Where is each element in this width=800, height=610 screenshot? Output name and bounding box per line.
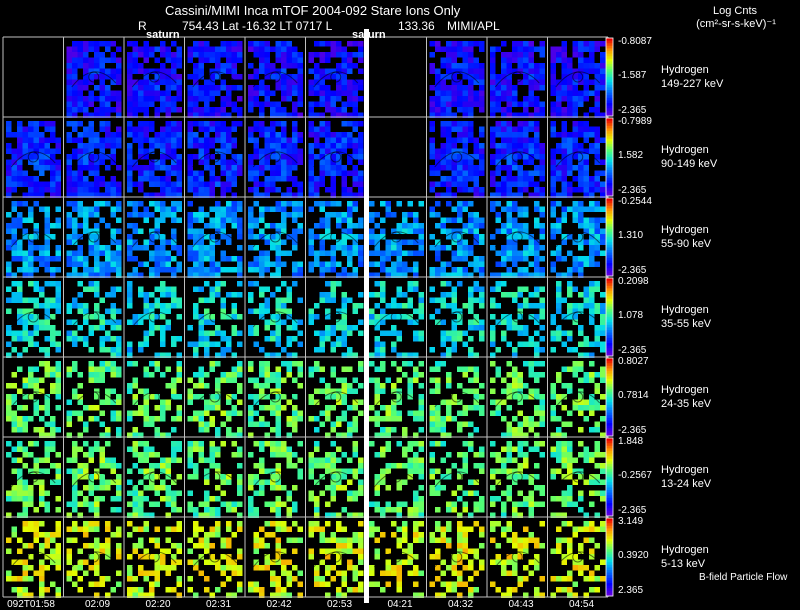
l-value: 133.36	[398, 19, 435, 33]
colorbar-cmax-label: 1.848	[618, 436, 643, 447]
time-tick-label: 04:54	[552, 599, 612, 610]
species-label: Hydrogen	[661, 63, 723, 77]
colorbar-cmin-label: -2.365	[618, 345, 646, 356]
colorbar-cmin-label: 2.365	[618, 585, 643, 596]
heatmap-panel	[127, 121, 182, 198]
credit-label: MIMI/APL	[447, 19, 500, 33]
colorbar-cmin-label: -2.365	[618, 265, 646, 276]
colorbar-cmax-label: -0.7989	[618, 116, 652, 127]
position-readout: 754.43 Lat -16.32 LT 0717 L	[182, 19, 332, 33]
heatmap-panel	[369, 201, 424, 278]
units-label-line1: Log Cnts	[694, 5, 776, 17]
species-label: Hydrogen	[661, 143, 717, 157]
time-tick-label: 04:32	[431, 599, 491, 610]
time-tick-label: 02:31	[189, 599, 249, 610]
time-tick-label: 02:42	[249, 599, 309, 610]
colorbar-cmin-label: -2.365	[618, 185, 646, 196]
colorbar-cmid-label: 1.078	[618, 310, 643, 321]
colorbar-cmin-label: -2.365	[618, 425, 646, 436]
colorbar-cmax-label: 3.149	[618, 516, 643, 527]
heatmap-panel	[490, 121, 545, 198]
energy-range-label: 5-13 keV	[661, 557, 709, 571]
colorbar-cmax-label: 0.2098	[618, 276, 649, 287]
colorbar-cmax-label: -0.8087	[618, 36, 652, 47]
colorbar-cmid-label: -1.587	[618, 70, 646, 81]
energy-range-label: 35-55 keV	[661, 317, 711, 331]
colorbar-cmid-label: 0.7814	[618, 390, 649, 401]
colorbar-cmax-label: 0.8027	[618, 356, 649, 367]
colorbar-cmax-label: -0.2544	[618, 196, 652, 207]
colorbar-cmid-label: 1.310	[618, 230, 643, 241]
colorbar-cmid-label: 0.3920	[618, 550, 649, 561]
heatmap-panel	[248, 41, 303, 118]
time-tick-label: 092T01:58	[1, 599, 61, 610]
heatmap-panel	[6, 121, 61, 198]
chart-title: Cassini/MIMI Inca mTOF 2004-092 Stare Io…	[165, 3, 460, 18]
units-label-line2: (cm²-sr-s-keV)⁻¹	[688, 17, 784, 30]
heatmap-panel	[309, 41, 364, 118]
time-tick-label: 02:20	[128, 599, 188, 610]
energy-range-label: 13-24 keV	[661, 477, 711, 491]
species-label: Hydrogen	[661, 383, 711, 397]
energy-range-label: 90-149 keV	[661, 157, 717, 171]
colorbar-cmin-label: -2.365	[618, 105, 646, 116]
heatmap-panel	[127, 41, 182, 118]
time-tick-label: 04:21	[370, 599, 430, 610]
saturn-marker-right: saturn	[352, 29, 386, 41]
energy-range-label: 149-227 keV	[661, 77, 723, 91]
saturn-marker-left: saturn	[146, 29, 180, 41]
colorbar-cmid-label: -0.2567	[618, 470, 652, 481]
energy-range-label: 24-35 keV	[661, 397, 711, 411]
time-tick-label: 04:43	[491, 599, 551, 610]
time-gap-separator	[364, 29, 369, 603]
time-tick-label: 02:09	[68, 599, 128, 610]
species-label: Hydrogen	[661, 303, 711, 317]
colorbar-cmid-label: 1.582	[618, 150, 643, 161]
species-label: Hydrogen	[661, 223, 711, 237]
species-label: Hydrogen	[661, 543, 709, 557]
time-tick-label: 02:53	[310, 599, 370, 610]
bfield-particle-flow-label: B-field Particle Flow	[699, 572, 787, 583]
energy-range-label: 55-90 keV	[661, 237, 711, 251]
species-label: Hydrogen	[661, 463, 711, 477]
colorbar-cmin-label: -2.365	[618, 505, 646, 516]
